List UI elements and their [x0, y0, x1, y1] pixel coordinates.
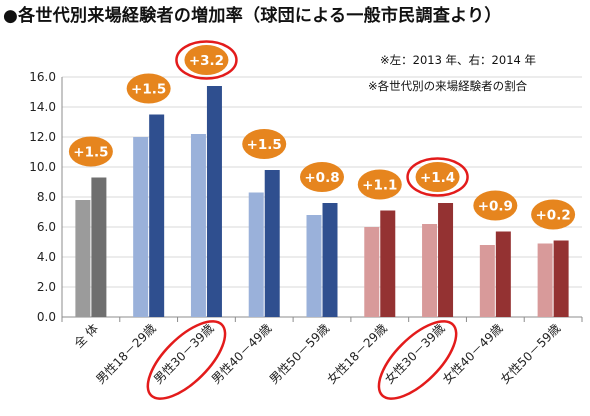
highlight-circle-bubble — [406, 157, 469, 197]
increase-label: +0.8 — [304, 170, 339, 186]
bar-2014 — [553, 240, 569, 317]
bar-2013 — [537, 243, 553, 317]
legend-note-years: ※左：2013 年、右：2014 年 — [380, 53, 536, 67]
increase-bubble — [242, 129, 287, 159]
bar-2014 — [380, 210, 396, 317]
increase-label: +0.9 — [478, 199, 513, 215]
y-tick-label: 12.0 — [29, 130, 56, 144]
increase-bubble — [415, 162, 460, 192]
bar-2014 — [495, 231, 511, 317]
y-tick-label: 8.0 — [37, 190, 56, 204]
highlight-circle-bubble — [175, 40, 238, 80]
increase-bubble — [357, 169, 402, 200]
highlight-circle-category — [377, 320, 458, 400]
y-tick-label: 6.0 — [37, 220, 56, 234]
increase-bubble — [473, 190, 518, 221]
bar-2013 — [248, 192, 264, 317]
highlight-circle-category — [146, 320, 227, 400]
bar-2014 — [438, 203, 454, 317]
increase-label: +1.4 — [420, 170, 455, 186]
x-category-label: 女性50－59歳 — [497, 321, 563, 387]
bar-2014 — [206, 86, 222, 317]
bar-2013 — [75, 200, 91, 317]
bar-2014 — [264, 170, 280, 317]
bar-2013 — [133, 137, 149, 317]
increase-label: +1.5 — [73, 145, 108, 161]
y-tick-label: 10.0 — [29, 160, 56, 174]
bar-2013 — [479, 245, 495, 317]
increase-label: +0.2 — [535, 208, 570, 224]
increase-bubble — [68, 136, 113, 167]
x-category-label: 全 体 — [71, 321, 101, 351]
y-tick-label: 2.0 — [37, 280, 56, 294]
y-tick-label: 4.0 — [37, 250, 56, 264]
y-tick-label: 16.0 — [29, 70, 56, 84]
bar-2013 — [190, 134, 206, 317]
note-ratio: ※各世代別の来場経験者の割合 — [368, 79, 528, 93]
bar-2014 — [322, 203, 338, 317]
y-tick-label: 0.0 — [37, 310, 56, 324]
increase-label: +1.1 — [362, 178, 397, 194]
x-category-label: 女性30－39歳 — [382, 321, 448, 387]
x-category-label: 男性50－59歳 — [267, 321, 332, 386]
bar-2013 — [306, 215, 322, 317]
bar-2013 — [364, 227, 380, 317]
bar-2014 — [149, 114, 165, 317]
increase-label: +1.5 — [131, 82, 166, 98]
y-tick-label: 14.0 — [29, 100, 56, 114]
increase-bubble — [531, 199, 576, 230]
increase-bubble — [184, 45, 229, 75]
chart-title: ●各世代別来場経験者の増加率（球団による一般市民調査より） — [3, 6, 502, 26]
increase-label: +3.2 — [189, 53, 224, 69]
increase-bubble — [300, 162, 344, 192]
increase-bubble — [126, 73, 171, 104]
bar-2013 — [422, 224, 438, 317]
increase-label: +1.5 — [247, 137, 282, 153]
bar-2014 — [91, 177, 107, 317]
